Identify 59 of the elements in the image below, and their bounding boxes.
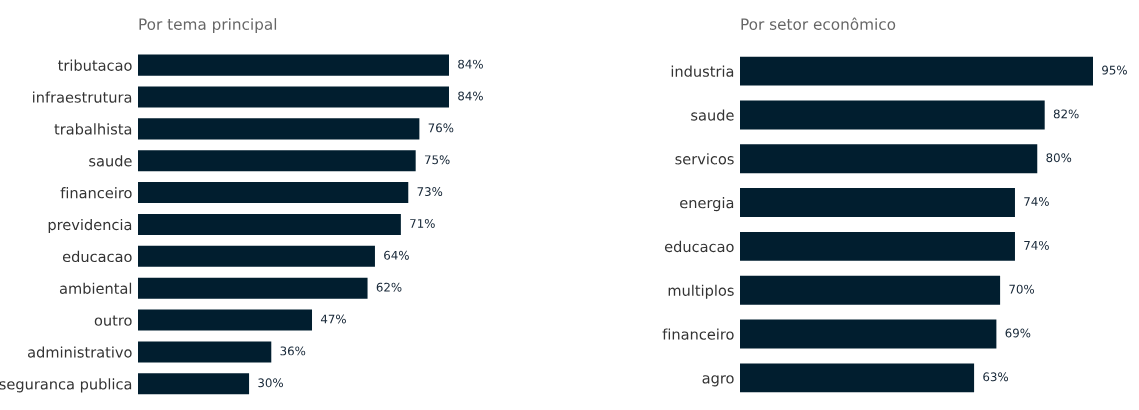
y-tick-label: administrativo (28, 346, 132, 358)
y-tick-label: financeiro (60, 187, 132, 199)
data-label: 63% (983, 372, 1009, 382)
y-tick-label: industria (671, 65, 734, 77)
bar (138, 309, 313, 331)
y-tick-label: infraestrutura (33, 91, 132, 103)
bar (138, 245, 375, 267)
bar (138, 182, 409, 204)
data-label: 70% (1009, 284, 1035, 294)
y-tick-label: saude (691, 109, 734, 121)
bar (740, 231, 1015, 261)
bar (740, 363, 975, 393)
y-tick-label: seguranca publica (0, 378, 132, 393)
data-label: 47% (320, 314, 346, 324)
data-label: 74% (1024, 240, 1049, 250)
data-label: 76% (428, 123, 454, 133)
data-label: 80% (1046, 153, 1072, 163)
data-label: 75% (424, 155, 450, 165)
y-tick-label: educacao (62, 250, 132, 263)
chart-title: Por setor econômico (741, 17, 896, 30)
data-label: 84% (458, 91, 483, 101)
bar (740, 144, 1038, 174)
chart-title: Por tema principal (139, 18, 277, 33)
data-label: 30% (258, 378, 283, 388)
data-label: 62% (376, 282, 402, 292)
bar (740, 188, 1015, 218)
y-tick-label: agro (702, 375, 734, 387)
bar (138, 150, 416, 172)
data-label: 64% (384, 250, 409, 260)
data-label: 73% (417, 187, 443, 197)
bar (740, 100, 1045, 130)
data-label: 71% (410, 218, 435, 228)
data-label: 84% (458, 59, 483, 69)
data-label: 74% (1024, 197, 1049, 206)
y-tick-label: outro (94, 315, 132, 326)
y-tick-label: servicos (675, 153, 734, 165)
bar (138, 118, 420, 140)
y-tick-label: financeiro (662, 328, 734, 340)
y-tick-label: tributacao (58, 59, 132, 71)
data-label: 82% (1053, 109, 1079, 119)
data-label: 36% (280, 346, 306, 356)
bar (138, 277, 368, 299)
data-label: 69% (1005, 328, 1031, 338)
data-label: 95% (1102, 65, 1127, 75)
bar (740, 319, 997, 349)
y-tick-label: multiplos (668, 284, 734, 299)
y-tick-label: saude (89, 155, 132, 167)
y-tick-label: previdencia (48, 218, 132, 234)
bar (138, 341, 272, 363)
bar (138, 213, 401, 235)
bar (138, 54, 449, 76)
y-tick-label: ambiental (59, 282, 132, 294)
bar (138, 373, 250, 395)
y-tick-label: educacao (664, 240, 734, 253)
y-tick-label: energia (680, 197, 734, 212)
bar (740, 275, 1001, 305)
y-tick-label: trabalhista (54, 123, 132, 135)
bar (138, 86, 449, 108)
bar (740, 56, 1093, 86)
